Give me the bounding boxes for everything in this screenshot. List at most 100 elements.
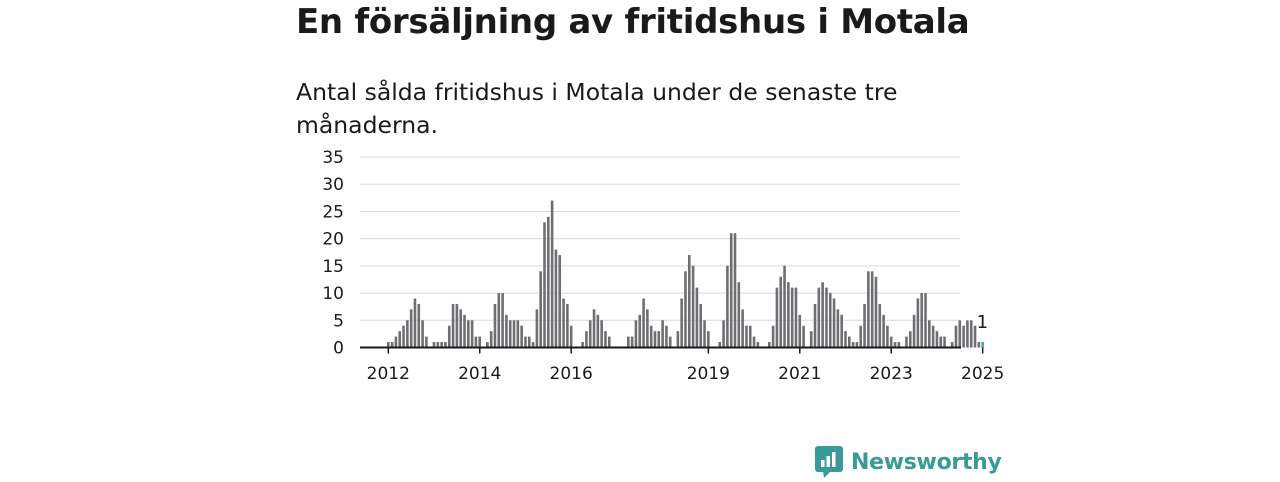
bar [558, 254, 562, 348]
bar [882, 314, 885, 348]
bar [531, 342, 535, 348]
bar [516, 320, 520, 348]
bar [467, 320, 470, 348]
chart-title: En försäljning av fritidshus i Motala [296, 2, 970, 42]
bar [870, 271, 874, 348]
y-tick-label: 15 [322, 257, 344, 277]
bar [703, 320, 706, 348]
bar [973, 325, 977, 348]
bar [524, 336, 527, 348]
bar [649, 325, 653, 348]
x-tick-label: 2021 [778, 364, 821, 384]
x-tick-label: 2023 [870, 364, 913, 384]
bar [520, 325, 523, 348]
bar [825, 287, 828, 348]
bar [687, 254, 691, 348]
bar [855, 342, 859, 348]
bar [707, 331, 710, 348]
bar [699, 303, 703, 348]
bar [691, 265, 695, 348]
bar [604, 331, 607, 348]
bar [421, 320, 424, 348]
bar [737, 282, 741, 348]
bar [657, 331, 661, 348]
bar [505, 314, 508, 348]
bar [844, 331, 847, 348]
bar [600, 320, 603, 348]
bar [493, 303, 497, 348]
bar [501, 293, 504, 348]
bar [874, 276, 878, 348]
bar [417, 303, 421, 348]
bar [459, 309, 462, 348]
bar [935, 331, 939, 348]
bar [886, 325, 889, 348]
bar [451, 303, 455, 348]
bar [680, 298, 683, 348]
x-tick-label: 2014 [458, 364, 501, 384]
bar [409, 309, 413, 348]
bar [512, 320, 516, 348]
bar [634, 320, 638, 348]
bar [889, 336, 893, 348]
y-tick-label: 10 [322, 284, 344, 304]
bar [474, 336, 478, 348]
y-tick-label: 5 [333, 311, 344, 331]
bar [607, 336, 611, 348]
bar-annotation: 1 [977, 312, 988, 333]
bar [794, 287, 798, 348]
bar [802, 325, 805, 348]
bar [665, 325, 668, 348]
bar [642, 298, 645, 348]
bar [790, 287, 794, 348]
bar [581, 342, 584, 348]
bar [413, 298, 417, 348]
bar [630, 336, 634, 348]
bar [771, 325, 775, 348]
bar [726, 265, 729, 348]
bar [943, 336, 946, 348]
x-tick-label: 2016 [550, 364, 593, 384]
bar [779, 276, 783, 348]
bar [920, 293, 923, 348]
newsworthy-logo: Newsworthy [815, 446, 1002, 478]
bar [798, 314, 802, 348]
bar-highlight [981, 342, 984, 348]
bar [543, 222, 546, 348]
bar [455, 303, 459, 348]
bar [722, 320, 725, 348]
bar [638, 314, 642, 348]
bar [939, 336, 943, 348]
y-tick-label: 20 [322, 230, 344, 250]
bar [489, 331, 493, 348]
bar [817, 287, 821, 348]
bar [646, 309, 649, 348]
bar [908, 331, 912, 348]
bar [596, 314, 600, 348]
bar [977, 342, 981, 348]
bar [478, 336, 482, 348]
bar [668, 336, 672, 348]
bar [398, 331, 402, 348]
bar [783, 265, 786, 348]
bar [684, 271, 687, 348]
bar [836, 309, 840, 348]
bar [497, 293, 501, 348]
bar [840, 314, 843, 348]
y-tick-label: 0 [333, 339, 344, 359]
bar [893, 342, 897, 348]
bar [966, 320, 969, 348]
bar [440, 342, 443, 348]
bar [547, 216, 550, 348]
bar [916, 298, 920, 348]
bar [387, 342, 390, 348]
bar [768, 342, 771, 348]
brand-name: Newsworthy [851, 449, 1002, 475]
bar [969, 320, 973, 348]
x-tick-label: 2025 [961, 364, 1004, 384]
bar [535, 309, 539, 348]
bar [851, 342, 855, 348]
bar [878, 303, 882, 348]
bar [569, 325, 573, 348]
